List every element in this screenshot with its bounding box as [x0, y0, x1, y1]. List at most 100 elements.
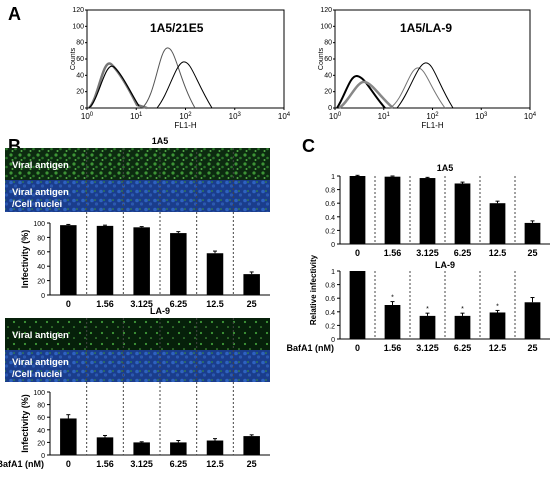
- y-tick-label: 0.4: [325, 215, 335, 222]
- x-tick-label: 0: [66, 299, 71, 309]
- x-tick-label: 6.25: [454, 343, 472, 353]
- y-tick-label: 40: [324, 72, 332, 79]
- y-tick-label: 0: [331, 337, 335, 344]
- row-label-merge-2: /Cell nuclei: [12, 369, 62, 380]
- y-axis-label: Counts: [318, 47, 325, 70]
- y-tick-label: 0.2: [325, 228, 335, 235]
- y-tick-label: 80: [37, 235, 45, 242]
- y-tick-label: 40: [76, 72, 84, 79]
- chart-title: 1A5: [437, 163, 454, 173]
- y-tick-label: 0: [41, 453, 45, 460]
- x-tick-label: 25: [247, 299, 257, 309]
- y-tick-label: 120: [72, 7, 84, 14]
- bar-chart-c-1a5: 0 0.2 0.4 0.6 0.8 1 0 1.56 3.125 6.25 12.5 25 1A5: [325, 163, 550, 258]
- x-tick-label: 101: [130, 112, 143, 121]
- y-tick-label: 0: [41, 293, 45, 300]
- chart-title: LA-9: [435, 260, 455, 270]
- bar: [133, 442, 150, 455]
- isotype-control-curve: [336, 75, 386, 109]
- image-strip-la9: Viral antigen Viral antigen /Cell nuclei: [5, 318, 270, 382]
- y-tick-label: 60: [76, 56, 84, 63]
- bar: [419, 178, 436, 244]
- bar: [349, 271, 366, 339]
- x-tick-label: 3.125: [416, 248, 439, 258]
- significance-marker: *: [496, 303, 499, 310]
- significance-marker: *: [461, 306, 464, 313]
- isotype-control-curve-grey: [338, 80, 394, 110]
- x-tick-label: 25: [527, 343, 537, 353]
- x-tick-label: 102: [179, 112, 192, 121]
- x-tick-label: 12.5: [489, 248, 507, 258]
- x-tick-label: 100: [81, 112, 94, 121]
- x-tick-label: 3.125: [416, 343, 439, 353]
- x-tick-label: 6.25: [454, 248, 472, 258]
- y-tick-label: 100: [320, 23, 332, 30]
- y-tick-label: 0: [328, 105, 332, 112]
- x-tick-label: 0: [355, 343, 360, 353]
- panel-c-ylabel: Relative infectivity: [309, 254, 318, 325]
- bar: [243, 274, 260, 295]
- bar: [206, 253, 224, 295]
- merge-image-row: [5, 350, 270, 382]
- y-axis-label: Counts: [70, 47, 77, 70]
- merge-image-row: [5, 180, 270, 212]
- x-tick-label: 25: [247, 459, 257, 469]
- antibody-curve-2: [396, 62, 454, 109]
- bar-chart-c-la9: 0 0.2 0.4 0.6 0.8 1 0 * 1.56 * 3.125 * 6.25 * 12.5 25 Ba…: [287, 260, 550, 353]
- y-tick-label: 100: [72, 23, 84, 30]
- chart-title: 1A5: [152, 136, 169, 146]
- x-tick-label: 1.56: [384, 343, 402, 353]
- y-axis-label: Infectivity (%): [20, 230, 30, 289]
- row-label-merge-1: Viral antigen: [12, 187, 69, 198]
- bar: [60, 225, 77, 295]
- x-tick-label: 3.125: [130, 459, 153, 469]
- row-label-viral-antigen: Viral antigen: [12, 160, 69, 171]
- bar: [489, 312, 506, 339]
- y-tick-label: 0.4: [325, 310, 335, 317]
- y-axis-label: Infectivity (%): [20, 394, 30, 453]
- histogram-1a5-la9: 1A5/LA-9 0 20 40 60 80 100 120 100 101 102 103 104 C…: [318, 7, 537, 130]
- bar-chart-b-1a5: 0 20 40 60 80 100 0 1.56 3.125 6.25 12.5 25 Infectiv…: [20, 136, 270, 309]
- histogram-title: 1A5/21E5: [150, 21, 204, 35]
- bar: [243, 436, 260, 455]
- y-tick-label: 80: [76, 40, 84, 47]
- histogram-title: 1A5/LA-9: [400, 21, 452, 35]
- row-label-merge-2: /Cell nuclei: [12, 199, 62, 210]
- y-tick-label: 60: [37, 415, 45, 422]
- panel-label-a: A: [8, 4, 21, 24]
- x-axis-label: FL1-H: [421, 121, 443, 130]
- x-tick-label: 6.25: [170, 299, 188, 309]
- chart-title: LA-9: [150, 306, 170, 316]
- bar: [133, 227, 150, 295]
- row-label-merge-1: Viral antigen: [12, 357, 69, 368]
- x-tick-label: 1.56: [96, 299, 114, 309]
- x-tick-label: 0: [355, 248, 360, 258]
- x-tick-label: 12.5: [489, 343, 507, 353]
- significance-marker: *: [426, 306, 429, 313]
- bar: [489, 203, 506, 244]
- row-label-viral-antigen: Viral antigen: [12, 330, 69, 341]
- y-tick-label: 20: [324, 89, 332, 96]
- x-tick-label: 6.25: [170, 459, 188, 469]
- x-axis-label: FL1-H: [174, 121, 196, 130]
- y-tick-label: 0.6: [325, 201, 335, 208]
- bar: [206, 440, 224, 455]
- bar: [384, 305, 401, 339]
- x-tick-label: 25: [527, 248, 537, 258]
- bar: [349, 176, 366, 244]
- y-tick-label: 0.8: [325, 283, 335, 290]
- x-tick-label: 103: [229, 112, 242, 121]
- y-tick-label: 1: [331, 269, 335, 276]
- x-axis-label: BafA1 (nM): [0, 459, 44, 469]
- y-tick-label: 20: [76, 89, 84, 96]
- significance-marker: *: [391, 295, 394, 302]
- y-tick-label: 80: [37, 403, 45, 410]
- bar: [60, 418, 77, 455]
- x-tick-label: 3.125: [130, 299, 153, 309]
- bar: [170, 442, 187, 455]
- y-tick-label: 120: [320, 7, 332, 14]
- x-tick-label: 104: [524, 112, 537, 121]
- x-tick-label: 0: [66, 459, 71, 469]
- isotype-control-curve-dark: [88, 65, 140, 109]
- x-tick-label: 12.5: [206, 459, 224, 469]
